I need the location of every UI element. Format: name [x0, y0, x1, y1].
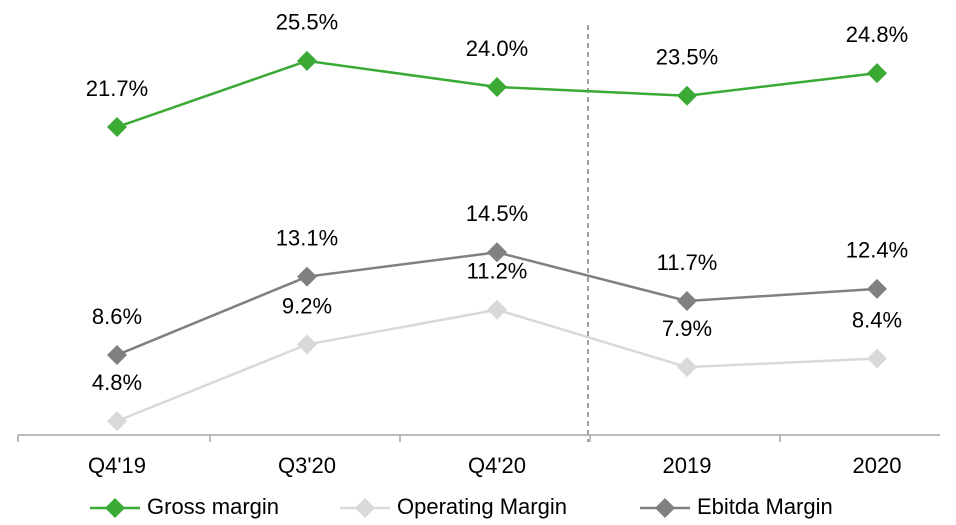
data-label: 24.0% — [466, 36, 528, 61]
point — [867, 348, 887, 369]
data-label: 13.1% — [276, 225, 338, 250]
data-label: 24.8% — [846, 22, 908, 47]
data-label: 11.7% — [657, 250, 718, 275]
point — [297, 266, 317, 287]
legend-marker — [355, 498, 375, 518]
data-label: 25.5% — [276, 10, 338, 35]
point — [487, 77, 507, 97]
point — [867, 278, 887, 299]
point — [297, 334, 317, 355]
legend-label: Operating Margin — [397, 494, 567, 519]
data-label: 9.2% — [282, 293, 332, 318]
x-tick-label: 2020 — [853, 453, 902, 478]
data-label: 12.4% — [846, 238, 908, 263]
data-label: 21.7% — [86, 76, 148, 101]
point — [677, 85, 697, 106]
data-label: 4.8% — [92, 370, 142, 395]
point — [107, 344, 127, 365]
point — [867, 63, 887, 84]
series-line — [116, 308, 878, 423]
x-tick-label: Q3'20 — [278, 453, 336, 478]
legend-marker — [655, 498, 675, 518]
point — [677, 357, 697, 378]
data-label: 11.2% — [467, 259, 528, 284]
legend-marker — [105, 498, 125, 518]
point — [297, 50, 317, 71]
point — [107, 117, 127, 138]
legend-label: Ebitda Margin — [697, 494, 833, 519]
data-label: 23.5% — [656, 45, 718, 70]
x-tick-label: Q4'20 — [468, 453, 526, 478]
legend-label: Gross margin — [147, 494, 279, 519]
data-label: 8.6% — [92, 304, 142, 329]
point — [487, 242, 507, 263]
point — [487, 299, 507, 320]
point — [107, 411, 127, 432]
data-label: 7.9% — [662, 316, 712, 341]
data-label: 8.4% — [852, 307, 902, 332]
data-label: 14.5% — [466, 201, 528, 226]
point — [677, 291, 697, 312]
x-tick-label: Q4'19 — [88, 453, 146, 478]
x-tick-label: 2019 — [663, 453, 712, 478]
